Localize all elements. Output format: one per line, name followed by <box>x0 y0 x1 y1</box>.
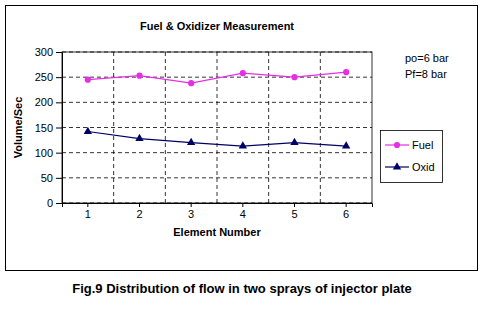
x-tick-mark <box>242 203 243 207</box>
y-tick: 100 <box>35 147 62 159</box>
series-marker <box>84 127 92 134</box>
y-tick-mark <box>56 77 62 78</box>
series-marker <box>187 138 195 145</box>
series-marker <box>135 134 143 141</box>
legend-marker <box>393 162 401 169</box>
x-tick: 1 <box>85 203 91 220</box>
y-axis-title: Volume/Sec <box>12 97 24 159</box>
x-tick: 2 <box>136 203 142 220</box>
legend-frame <box>381 131 443 183</box>
y-tick: 250 <box>35 71 62 83</box>
y-tick: 150 <box>35 122 62 134</box>
series-line <box>88 72 346 83</box>
x-tick-label: 5 <box>291 208 297 220</box>
x-tick-label: 2 <box>136 208 142 220</box>
y-tick: 50 <box>41 172 62 184</box>
x-tick-label: 6 <box>343 208 349 220</box>
y-tick-label: 0 <box>47 197 53 209</box>
x-tick-mark <box>191 203 192 207</box>
x-axis: 1 2 3 4 5 6 <box>63 203 373 220</box>
grid <box>62 52 372 203</box>
chart-frame <box>6 6 478 271</box>
grid-line-x <box>217 52 218 203</box>
x-tick-label: 1 <box>85 208 91 220</box>
legend-label: Fuel <box>412 139 433 151</box>
y-tick-label: 100 <box>35 147 53 159</box>
y-tick-label: 300 <box>35 46 53 58</box>
y-tick-mark <box>56 102 62 103</box>
series-marker <box>291 74 297 80</box>
x-tick-label: 3 <box>188 208 194 220</box>
x-axis-title: Element Number <box>173 226 261 238</box>
grid-line-x <box>165 52 166 203</box>
annotation: po=6 bar <box>405 52 449 64</box>
y-axis-line <box>62 53 63 204</box>
x-axis-line <box>63 204 373 208</box>
y-tick: 300 <box>35 46 62 58</box>
x-tick: 4 <box>240 203 246 220</box>
series-marker <box>240 70 246 76</box>
series-marker <box>239 141 247 148</box>
x-tick-mark <box>346 203 347 207</box>
series-marker <box>342 141 350 148</box>
title: Fuel & Oxidizer Measurement <box>140 20 294 32</box>
x-tick: 3 <box>188 203 194 220</box>
y-tick: 200 <box>35 96 62 108</box>
series-marker <box>290 138 298 145</box>
grid-line-y <box>62 127 372 128</box>
series-marker <box>136 73 142 79</box>
y-tick-label: 50 <box>41 172 53 184</box>
y-tick: 0 <box>47 197 62 209</box>
y-tick-mark <box>56 128 62 129</box>
y-tick-label: 150 <box>35 122 53 134</box>
series-line <box>88 132 346 147</box>
plot-area <box>84 69 351 148</box>
series-marker <box>85 77 91 83</box>
y-tick-mark <box>56 52 62 53</box>
chart: Fuel & Oxidizer Measurement 0 50 100 150 200 2… <box>0 0 484 315</box>
caption: Fig.9 Distribution of flow in two sprays… <box>72 281 411 296</box>
legend: Fuel Oxid <box>381 131 443 183</box>
annotation: Pf=8 bar <box>405 68 447 80</box>
x-tick-mark <box>139 203 140 207</box>
x-tick-label: 4 <box>240 208 246 220</box>
y-tick-label: 250 <box>35 71 53 83</box>
series-marker <box>188 80 194 86</box>
series-marker <box>343 69 349 75</box>
plot-frame <box>62 52 372 203</box>
y-axis: 0 50 100 150 200 250 300 <box>35 46 63 209</box>
legend-label: Oxid <box>412 161 435 173</box>
x-tick: 5 <box>291 203 297 220</box>
y-tick-mark <box>56 203 62 204</box>
x-tick-mark <box>294 203 295 207</box>
y-tick-label: 200 <box>35 96 53 108</box>
y-tick-mark <box>56 178 62 179</box>
legend-marker <box>394 142 400 148</box>
x-tick-mark <box>87 203 88 207</box>
x-tick: 6 <box>343 203 349 220</box>
grid-line-x <box>113 52 114 203</box>
y-tick-mark <box>56 153 62 154</box>
